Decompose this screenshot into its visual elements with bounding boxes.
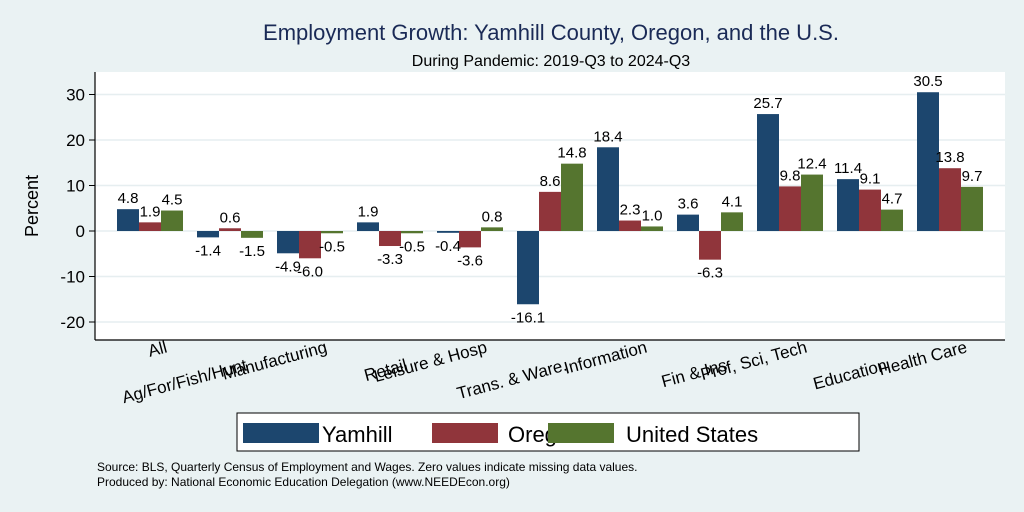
data-label: 4.7 [882,191,903,208]
data-label: -1.4 [195,242,221,259]
data-label: 9.8 [780,167,801,184]
bar-united-states [561,163,583,231]
data-label: -3.3 [377,251,403,268]
bar-oregon [139,222,161,231]
data-label: -3.6 [457,252,483,269]
data-label: 18.4 [593,128,622,145]
data-label: -0.5 [319,238,345,255]
bar-oregon [219,228,241,231]
bar-oregon [459,231,481,248]
y-tick-label: 10 [66,177,85,196]
bar-oregon [619,220,641,231]
bar-yamhill [517,231,539,305]
bar-united-states [641,226,663,231]
bar-yamhill [677,214,699,231]
bar-united-states [241,231,263,238]
data-label: 4.1 [722,193,743,210]
bar-yamhill [197,231,219,238]
legend-swatch-oregon [432,423,498,443]
y-tick-label: 20 [66,131,85,150]
data-label: -6.3 [697,265,723,282]
bar-yamhill [837,179,859,231]
data-label: -0.5 [399,238,425,255]
data-label: -1.5 [239,243,265,260]
y-tick-label: 30 [66,86,85,105]
bar-yamhill [437,231,459,233]
data-label: 0.8 [482,208,503,225]
bar-united-states [961,186,983,231]
category-label: Prof, Sci, Tech [699,338,809,385]
bar-oregon [779,186,801,231]
bar-yamhill [277,231,299,254]
data-labels: 4.8 -1.4 -4.9 1.9 -0.4 -16.1 18.4 3.6 25.7 11.4 30… [118,73,983,326]
y-axis-title: Percent [22,175,42,237]
data-label: 11.4 [834,160,862,177]
data-label: 0.6 [220,209,241,226]
bar-oregon [939,168,961,231]
legend-label: United States [626,422,758,447]
data-label: -0.4 [435,238,461,255]
y-axis-ticks: -20 -10 0 10 20 30 [60,86,95,332]
data-label: 12.4 [797,156,826,173]
bar-yamhill [917,92,939,231]
bar-yamhill [117,209,139,231]
data-label: 8.6 [540,173,561,190]
bar-yamhill [597,147,619,231]
legend-label: Yamhill [322,422,393,447]
chart-subtitle: During Pandemic: 2019-Q3 to 2024-Q3 [412,53,690,70]
bar-united-states [401,231,423,234]
category-label: Health Care [876,338,969,380]
source-note: Source: BLS, Quarterly Census of Employm… [97,460,637,474]
bars [117,92,983,305]
data-label: 4.5 [162,192,183,209]
data-label: 1.9 [358,203,379,220]
data-label: 25.7 [753,95,782,112]
data-label: 2.3 [620,202,641,219]
bar-united-states [161,210,183,231]
legend: Yamhill Oregon United States [236,412,860,452]
data-label: 14.8 [557,145,586,162]
data-label: 9.1 [860,171,881,188]
data-label: 3.6 [678,196,699,213]
legend-swatch-united-states [548,423,614,443]
category-label: All [146,338,169,361]
data-label: 30.5 [913,73,942,90]
bar-yamhill [757,114,779,231]
data-label: 13.8 [935,149,964,166]
bar-united-states [721,212,743,231]
y-tick-label: -20 [60,313,85,332]
bar-oregon [379,231,401,247]
data-label: 9.7 [962,168,983,185]
data-label: 1.9 [140,203,161,220]
legend-swatch-yamhill [243,423,319,443]
y-tick-label: 0 [76,222,85,241]
bar-united-states [881,209,903,231]
data-label: 4.8 [118,190,139,207]
category-label: Manufacturing [220,338,329,384]
bar-yamhill [357,222,379,231]
bar-oregon [859,189,881,231]
category-label: Information [562,338,649,378]
data-label: 1.0 [642,207,663,224]
data-label: -4.9 [275,258,301,275]
data-label: -6.0 [297,263,323,280]
bar-oregon [539,191,561,231]
category-label: Trans. & Ware. [455,356,569,404]
produced-by-note: Produced by: National Economic Education… [97,475,510,489]
bar-united-states [321,231,343,234]
chart-title: Employment Growth: Yamhill County, Orego… [263,20,839,45]
legend-box [236,412,860,452]
bar-oregon [699,231,721,260]
bar-united-states [481,227,503,231]
bar-united-states [801,174,823,231]
bar-oregon [299,231,321,259]
data-label: -16.1 [511,309,545,326]
y-tick-label: -10 [60,268,85,287]
